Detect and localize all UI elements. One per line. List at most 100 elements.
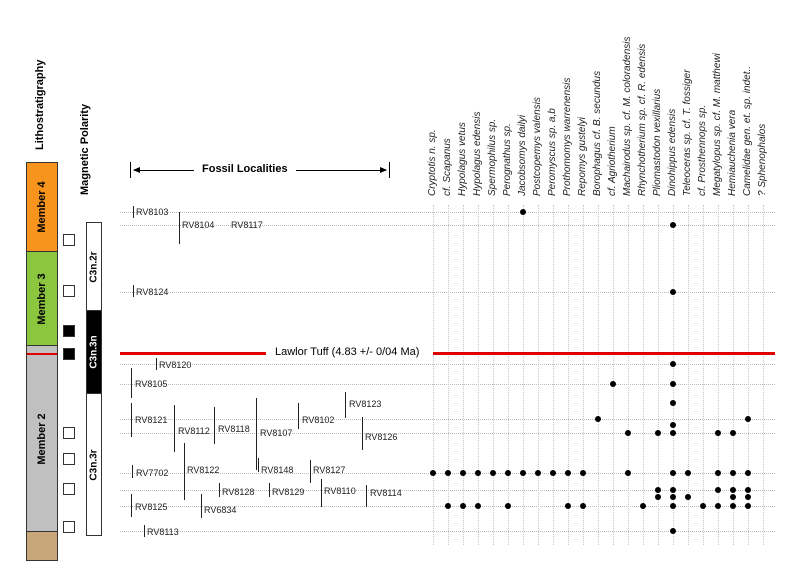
occurrence-dot: [610, 381, 616, 387]
member-4-label: Member 4: [36, 181, 48, 233]
locality-label: RV8126: [365, 432, 398, 442]
occurrence-dot: [715, 430, 721, 436]
chron-c3n3r: C3n.3r: [86, 393, 102, 536]
row-line: [120, 419, 775, 420]
occurrence-dot: [670, 422, 676, 428]
chron-c3n2r: C3n.2r: [86, 222, 102, 311]
taxon-name: Jacobsomys dailyi: [517, 114, 528, 196]
row-line: [120, 531, 775, 532]
taxon-name: cf. Prosthennops sp.: [697, 104, 708, 196]
occurrence-dot: [670, 470, 676, 476]
occurrence-dot: [505, 503, 511, 509]
taxon-name: Postcopemys valensis: [532, 97, 543, 196]
locality-tick: [362, 417, 363, 450]
occurrence-dot: [580, 470, 586, 476]
taxon-name: Pliomastodon vexillarius: [652, 88, 663, 196]
arrow-right-bar: [389, 162, 390, 178]
taxon-column-line: [718, 205, 719, 545]
occurrence-dot: [565, 503, 571, 509]
taxon-column-line: [493, 205, 494, 545]
locality-label: RV8123: [349, 399, 382, 409]
lithostratigraphy-header: Lithostratigraphy: [34, 59, 46, 150]
taxon-column-line: [478, 205, 479, 545]
locality-label: RV8110: [324, 486, 356, 496]
taxon-name: Cryptotis n. sp.: [427, 129, 438, 196]
row-line: [120, 384, 775, 385]
occurrence-dot: [460, 503, 466, 509]
locality-tick: [133, 285, 134, 297]
locality-label: RV8121: [135, 415, 168, 425]
taxon-column-line: [538, 205, 539, 545]
occurrence-dot: [730, 430, 736, 436]
locality-tick: [345, 392, 346, 418]
locality-label: RV8102: [302, 415, 335, 425]
occurrence-dot: [565, 470, 571, 476]
taxon-name: Spermophilus sp.: [487, 118, 498, 196]
polarity-site: [63, 483, 75, 495]
occurrence-dot: [550, 470, 556, 476]
occurrence-dot: [670, 289, 676, 295]
locality-tick: [133, 206, 134, 218]
occurrence-dot: [445, 503, 451, 509]
locality-label: RV8128: [222, 487, 255, 497]
chron-label: C3n.2r: [88, 250, 100, 283]
arrow-right-head: [380, 167, 387, 173]
member-3-label: Member 3: [36, 272, 48, 325]
locality-tick: [214, 407, 215, 444]
taxon-name: ? Sphenophalos: [757, 123, 768, 196]
occurrence-dot: [745, 503, 751, 509]
locality-label: RV8124: [136, 287, 169, 297]
taxon-name: Perognathus sp.: [502, 123, 513, 196]
locality-tick: [298, 403, 299, 429]
taxon-column-line: [553, 205, 554, 545]
locality-label: RV8118: [218, 424, 250, 434]
occurrence-dot: [475, 470, 481, 476]
occurrence-dot: [640, 503, 646, 509]
locality-tick: [321, 479, 322, 507]
locality-label: RV8104: [182, 220, 215, 230]
occurrence-dot: [670, 361, 676, 367]
occurrence-dot: [655, 487, 661, 493]
locality-tick: [131, 368, 132, 398]
lawlor-tuff-line-left: [120, 352, 266, 355]
row-line: [120, 433, 775, 434]
taxon-column-line: [433, 205, 434, 545]
locality-label: RV8122: [187, 465, 220, 475]
taxon-column-line: [508, 205, 509, 545]
arrow-right-line: [296, 170, 386, 171]
occurrence-dot: [670, 494, 676, 500]
taxon-name: Machairodus sp. cf. M. coloradensis: [622, 36, 633, 196]
taxon-column-line: [748, 205, 749, 545]
locality-tick: [144, 525, 145, 537]
locality-label: RV6834: [204, 505, 237, 515]
occurrence-dot: [505, 470, 511, 476]
taxon-column-line: [763, 205, 764, 545]
locality-tick: [132, 465, 133, 478]
taxon-column-line: [598, 205, 599, 545]
taxon-column-line: [523, 205, 524, 545]
polarity-site: [63, 521, 75, 533]
arrow-left-head: [133, 167, 140, 173]
magnetic-polarity-header: Magnetic Polarity: [79, 103, 91, 195]
occurrence-dot: [745, 470, 751, 476]
taxon-column-line: [658, 205, 659, 545]
occurrence-dot: [730, 503, 736, 509]
locality-label: RV8113: [147, 527, 179, 537]
taxon-name: Megatylopus sp. cf. M. matthewi: [712, 53, 723, 196]
locality-tick: [219, 483, 220, 497]
arrow-left-bar: [130, 162, 131, 178]
polarity-site: [63, 453, 75, 465]
occurrence-dot: [700, 503, 706, 509]
fossil-localities-arrow: Fossil Localities: [130, 162, 390, 178]
taxon-name: Hypolagus vetus: [457, 122, 468, 196]
taxon-name: Repomys gustelyi: [577, 117, 588, 196]
occurrence-dot: [670, 528, 676, 534]
occurrence-dot: [670, 222, 676, 228]
locality-tick: [366, 485, 367, 507]
occurrence-dot: [655, 430, 661, 436]
occurrence-dot: [670, 503, 676, 509]
polarity-site: [63, 285, 75, 297]
taxon-column-line: [628, 205, 629, 545]
locality-tick: [310, 460, 311, 483]
occurrence-dot: [715, 503, 721, 509]
